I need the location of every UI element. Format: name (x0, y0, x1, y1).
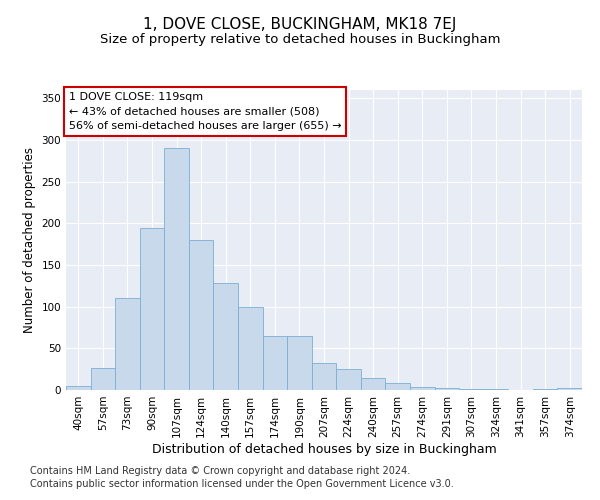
Bar (66, 386, 91, 390)
Bar (140, 228, 164, 390)
Bar (533, 389, 557, 390)
Bar (91, 368, 115, 390)
Bar (361, 378, 385, 390)
Bar (459, 389, 484, 390)
Bar (115, 298, 140, 390)
Bar (263, 336, 287, 390)
Text: 1, DOVE CLOSE, BUCKINGHAM, MK18 7EJ: 1, DOVE CLOSE, BUCKINGHAM, MK18 7EJ (143, 18, 457, 32)
Bar (410, 386, 434, 390)
Y-axis label: Number of detached properties: Number of detached properties (23, 147, 36, 333)
Bar (557, 388, 582, 390)
Bar (385, 384, 410, 390)
Bar (214, 284, 238, 390)
Text: Size of property relative to detached houses in Buckingham: Size of property relative to detached ho… (100, 32, 500, 46)
X-axis label: Distribution of detached houses by size in Buckingham: Distribution of detached houses by size … (152, 442, 496, 456)
Text: Contains public sector information licensed under the Open Government Licence v3: Contains public sector information licen… (30, 479, 454, 489)
Bar (434, 388, 459, 390)
Text: 1 DOVE CLOSE: 119sqm
← 43% of detached houses are smaller (508)
56% of semi-deta: 1 DOVE CLOSE: 119sqm ← 43% of detached h… (68, 92, 341, 131)
Bar (336, 369, 361, 390)
Bar (484, 389, 508, 390)
Bar (287, 336, 312, 390)
Bar (238, 306, 263, 390)
Bar (189, 240, 214, 390)
Bar (164, 148, 189, 390)
Bar (312, 362, 336, 390)
Text: Contains HM Land Registry data © Crown copyright and database right 2024.: Contains HM Land Registry data © Crown c… (30, 466, 410, 476)
